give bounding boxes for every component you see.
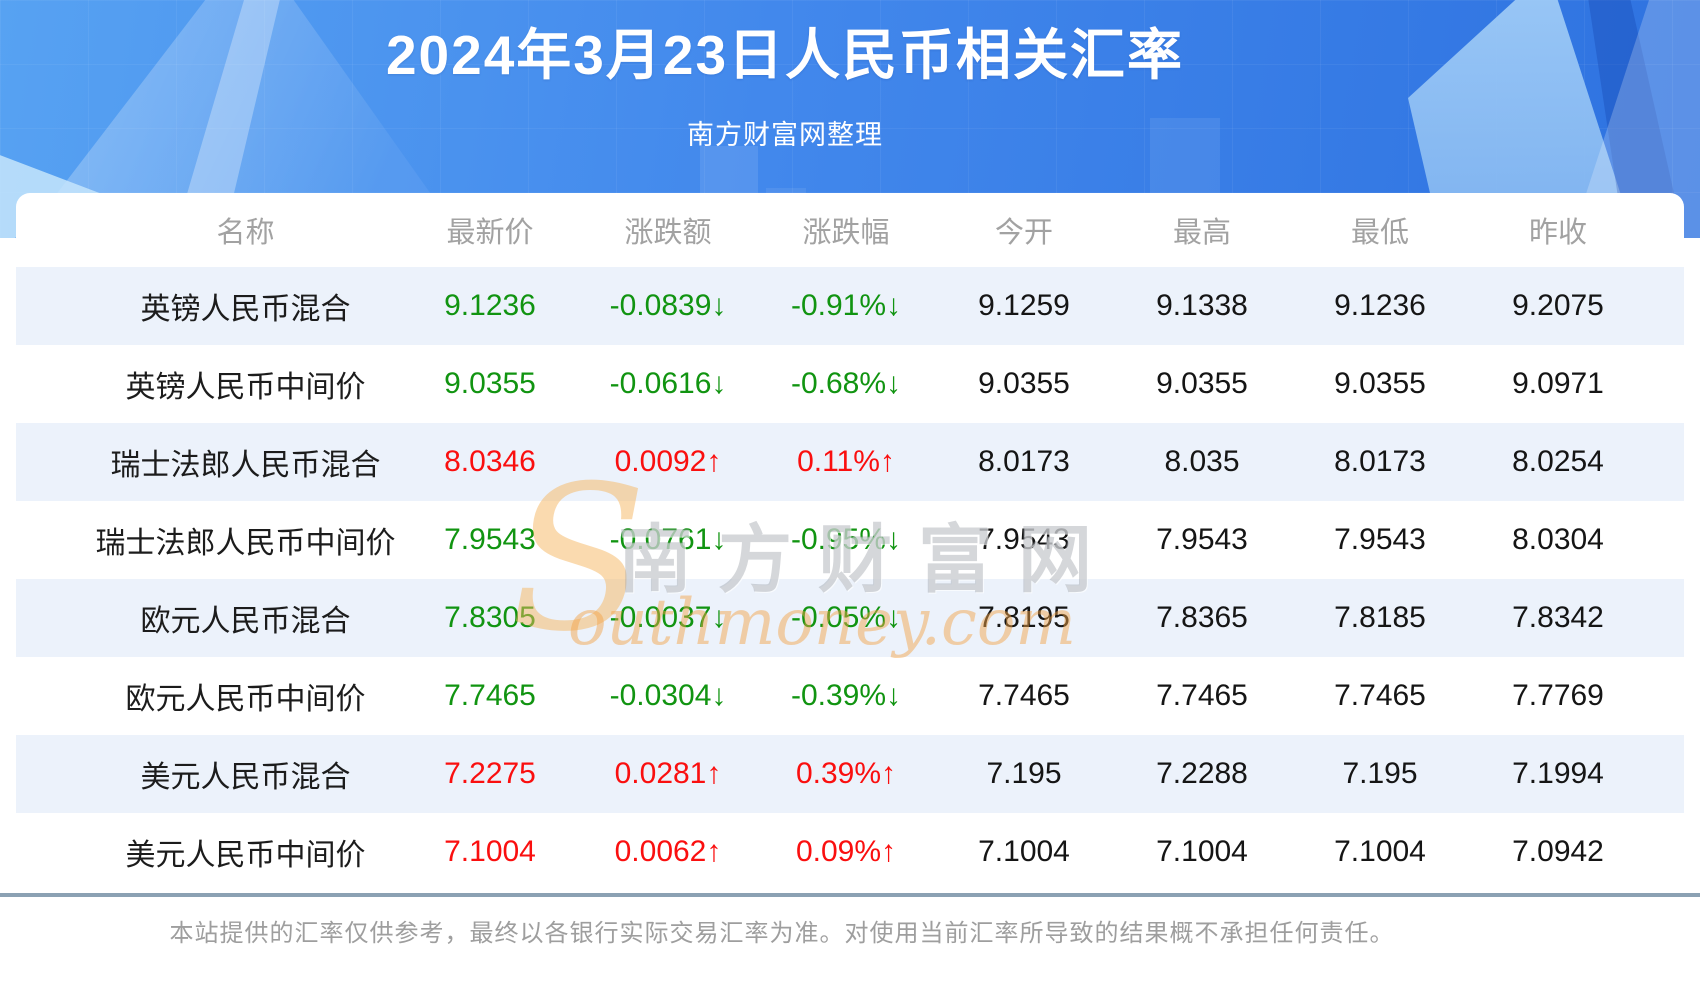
column-header: 涨跌额	[624, 217, 712, 249]
value-cell: 7.1004	[978, 835, 1070, 868]
currency-name: 欧元人民币混合	[140, 605, 351, 638]
value-cell: 8.0304	[1512, 523, 1604, 556]
value-cell: 7.9543	[1156, 523, 1248, 556]
value-cell: 7.2288	[1156, 757, 1248, 790]
currency-name: 瑞士法郎人民币混合	[110, 449, 381, 482]
column-header: 最高	[1172, 217, 1231, 249]
value-cell: 0.0281↑	[614, 757, 722, 790]
value-cell: 7.7465	[444, 679, 536, 712]
currency-name: 瑞士法郎人民币中间价	[95, 527, 396, 560]
value-cell: 7.195	[1342, 757, 1418, 790]
table-header-row: 名称 最新价 涨跌额 涨跌幅 今开 最高 最低 昨收	[16, 193, 1684, 267]
value-cell: -0.39%↓	[790, 679, 902, 712]
currency-name: 英镑人民币中间价	[125, 371, 366, 404]
source-note: 南方财富网整理	[687, 120, 883, 151]
currency-name: 美元人民币中间价	[125, 839, 366, 872]
value-cell: 7.8305	[444, 601, 536, 634]
value-cell: 9.0355	[978, 367, 1070, 400]
value-cell: 7.1994	[1512, 757, 1604, 790]
table-row: 英镑人民币中间价 9.0355 -0.0616↓ -0.68%↓ 9.0355 9.035…	[16, 345, 1684, 423]
value-cell: 0.0062↑	[614, 835, 722, 868]
table-row: 英镑人民币混合 9.1236 -0.0839↓ -0.91%↓ 9.1259 9.1338…	[16, 267, 1684, 345]
value-cell: -0.0616↓	[609, 367, 727, 400]
value-cell: -0.0304↓	[609, 679, 727, 712]
value-cell: 7.1004	[1334, 835, 1426, 868]
page-title: 2024年3月23日人民币相关汇率	[385, 24, 1185, 86]
column-header: 名称	[216, 217, 275, 249]
value-cell: 0.39%↑	[795, 757, 897, 790]
disclaimer-text: 本站提供的汇率仅供参考，最终以各银行实际交易汇率为准。对使用当前汇率所导致的结果…	[169, 920, 1395, 947]
currency-name: 美元人民币混合	[140, 761, 351, 794]
value-cell: 9.1236	[1334, 289, 1426, 322]
rates-table-card: 名称 最新价 涨跌额 涨跌幅 今开 最高 最低 昨收 英镑人民币混合 9.1236 -0.0839…	[16, 193, 1684, 891]
value-cell: -0.05%↓	[790, 601, 902, 634]
value-cell: 7.9543	[978, 523, 1070, 556]
value-cell: 8.0173	[978, 445, 1070, 478]
currency-name: 英镑人民币混合	[140, 293, 351, 326]
value-cell: 9.1338	[1156, 289, 1248, 322]
column-header: 涨跌幅	[802, 217, 890, 249]
value-cell: 7.1004	[1156, 835, 1248, 868]
value-cell: 9.0355	[444, 367, 536, 400]
value-cell: 7.7465	[1156, 679, 1248, 712]
table-body: 英镑人民币混合 9.1236 -0.0839↓ -0.91%↓ 9.1259 9.1338…	[16, 267, 1684, 891]
value-cell: 7.8185	[1334, 601, 1426, 634]
value-cell: 0.11%↑	[797, 445, 895, 478]
currency-name: 欧元人民币中间价	[125, 683, 366, 716]
table-row: 欧元人民币混合 7.8305 -0.0037↓ -0.05%↓ 7.8195 7.8365…	[16, 579, 1684, 657]
column-header: 最新价	[446, 217, 534, 249]
footer-divider	[0, 893, 1700, 897]
value-cell: 8.035	[1164, 445, 1240, 478]
value-cell: 7.7465	[1334, 679, 1426, 712]
table-row: 美元人民币中间价 7.1004 0.0062↑ 0.09%↑ 7.1004 7.1004 7…	[16, 813, 1684, 891]
value-cell: -0.0037↓	[609, 601, 727, 634]
value-cell: 9.1236	[444, 289, 536, 322]
value-cell: 8.0173	[1334, 445, 1426, 478]
value-cell: 7.8195	[978, 601, 1070, 634]
value-cell: -0.91%↓	[790, 289, 902, 322]
table-row: 瑞士法郎人民币混合 8.0346 0.0092↑ 0.11%↑ 8.0173 8.035 8…	[16, 423, 1684, 501]
column-header: 今开	[994, 217, 1053, 249]
table-row: 欧元人民币中间价 7.7465 -0.0304↓ -0.39%↓ 7.7465 7.746…	[16, 657, 1684, 735]
value-cell: 7.8342	[1512, 601, 1604, 634]
value-cell: 9.0971	[1512, 367, 1604, 400]
column-header: 最低	[1350, 217, 1409, 249]
value-cell: 7.9543	[444, 523, 536, 556]
value-cell: 7.8365	[1156, 601, 1248, 634]
value-cell: 7.1004	[444, 835, 536, 868]
value-cell: -0.68%↓	[790, 367, 902, 400]
value-cell: 9.0355	[1334, 367, 1426, 400]
table-row: 瑞士法郎人民币中间价 7.9543 -0.0761↓ -0.95%↓ 7.9543 7.9…	[16, 501, 1684, 579]
value-cell: 9.1259	[978, 289, 1070, 322]
value-cell: 7.195	[986, 757, 1062, 790]
value-cell: 7.2275	[444, 757, 536, 790]
value-cell: 7.7769	[1512, 679, 1604, 712]
value-cell: 7.7465	[978, 679, 1070, 712]
value-cell: -0.95%↓	[790, 523, 902, 556]
value-cell: 7.9543	[1334, 523, 1426, 556]
hero-text-block: 2024年3月23日人民币相关汇率 南方财富网整理	[0, 24, 1700, 152]
value-cell: 8.0254	[1512, 445, 1604, 478]
value-cell: 0.09%↑	[795, 835, 897, 868]
column-header: 昨收	[1528, 217, 1587, 249]
value-cell: -0.0761↓	[609, 523, 727, 556]
value-cell: 7.0942	[1512, 835, 1604, 868]
value-cell: 8.0346	[444, 445, 536, 478]
value-cell: 0.0092↑	[614, 445, 722, 478]
value-cell: 9.2075	[1512, 289, 1604, 322]
value-cell: -0.0839↓	[609, 289, 727, 322]
table-row: 美元人民币混合 7.2275 0.0281↑ 0.39%↑ 7.195 7.2288 7.1…	[16, 735, 1684, 813]
value-cell: 9.0355	[1156, 367, 1248, 400]
